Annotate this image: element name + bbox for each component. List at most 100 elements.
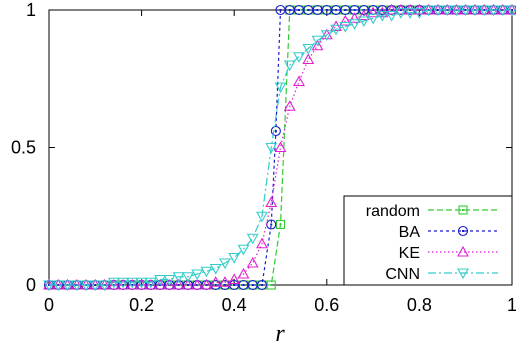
data-point-ba-center <box>316 9 319 11</box>
data-point-ke <box>219 276 231 287</box>
data-point-cnn <box>246 233 259 245</box>
data-point-ke <box>302 53 315 65</box>
data-point-ke <box>237 267 250 279</box>
data-point-cnn <box>219 258 231 270</box>
data-point-cnn <box>367 13 380 25</box>
data-point-cnn <box>441 5 454 17</box>
data-point-ke <box>154 278 167 290</box>
data-point-ba-center <box>344 9 347 11</box>
data-point-cnn <box>274 82 287 94</box>
data-point-ba-center <box>298 9 301 11</box>
data-point-cnn <box>496 5 509 17</box>
x-tick-label: 0 <box>44 295 54 315</box>
data-point-ba-center <box>177 284 180 286</box>
data-point-ke <box>274 141 287 153</box>
data-point-ke <box>413 3 426 15</box>
data-point-cnn <box>98 280 111 292</box>
data-point-ke <box>163 278 176 290</box>
data-point-ke <box>209 276 222 287</box>
data-point-cnn <box>339 21 352 33</box>
data-point-cnn <box>154 274 167 286</box>
data-point-cnn <box>61 280 74 292</box>
data-point-random-center <box>279 223 282 226</box>
x-tick-label: 0.8 <box>407 295 432 315</box>
x-tick-label: 0.4 <box>222 295 247 315</box>
data-point-cnn <box>107 277 120 289</box>
data-point-ba-center <box>372 9 375 11</box>
legend-label-ke: KE <box>399 245 420 262</box>
data-point-ke <box>357 9 370 21</box>
data-point-ba-center <box>409 9 412 11</box>
data-point-ke <box>200 278 213 290</box>
data-point-ke <box>348 12 361 23</box>
data-point-ba-center <box>270 223 273 226</box>
data-point-ke <box>126 278 139 290</box>
data-point-cnn <box>172 272 185 283</box>
data-point-cnn <box>320 30 333 41</box>
data-point-ke <box>144 278 157 290</box>
legend-marker-cnn <box>457 268 469 280</box>
data-point-ke <box>107 278 120 290</box>
legend-label-cnn: CNN <box>385 266 420 283</box>
data-point-ke <box>228 273 241 285</box>
data-point-cnn <box>200 266 213 278</box>
data-point-cnn <box>228 252 241 264</box>
data-point-ba-center <box>242 284 245 286</box>
data-point-ke <box>172 278 185 290</box>
data-point-cnn <box>181 272 194 283</box>
data-point-ba-center <box>251 284 254 286</box>
data-point-ba <box>270 125 281 137</box>
data-point-cnn <box>478 5 491 17</box>
data-point-cnn <box>135 277 148 289</box>
data-point-cnn <box>117 277 130 289</box>
data-point-ke <box>293 75 305 87</box>
data-point-ba-center <box>399 9 402 11</box>
data-point-ba-center <box>335 9 338 11</box>
data-point-cnn <box>376 10 389 22</box>
data-point-ke <box>339 14 352 26</box>
data-point-ba-center <box>353 9 356 11</box>
legend-label-random: random <box>366 203 420 220</box>
data-point-ke <box>135 278 148 290</box>
legend-label-ba: BA <box>399 224 421 241</box>
data-point-ba-center <box>186 284 189 286</box>
data-point-cnn <box>80 280 92 292</box>
legend-marker-ke <box>457 245 469 257</box>
data-point-ba-center <box>464 9 467 11</box>
data-point-ba-center <box>307 9 310 11</box>
data-point-cnn <box>385 10 398 22</box>
data-point-cnn <box>265 142 278 154</box>
data-point-ke <box>367 6 380 18</box>
data-point-cnn <box>209 263 222 275</box>
y-tick-label: 1 <box>26 0 36 20</box>
data-point-ba <box>256 279 268 291</box>
data-point-ba-center <box>233 284 236 286</box>
series-cnn <box>43 5 516 292</box>
data-point-random <box>266 280 276 290</box>
data-point-cnn <box>237 244 250 256</box>
series-layer <box>43 3 516 292</box>
data-point-random <box>275 219 286 230</box>
legend-marker-random-center <box>462 209 464 211</box>
data-point-cnn <box>506 5 516 17</box>
data-point-ke <box>181 278 194 290</box>
data-point-cnn <box>422 5 435 17</box>
data-point-cnn <box>126 277 139 289</box>
data-point-cnn <box>394 8 407 19</box>
data-point-cnn <box>163 274 176 286</box>
data-point-ba-center <box>274 130 277 132</box>
data-point-random-center <box>270 284 273 286</box>
y-tick-label: 0.5 <box>11 138 36 158</box>
data-point-cnn <box>348 19 361 30</box>
data-point-ba-center <box>483 9 486 11</box>
legend: random BA KE CNN <box>343 195 513 286</box>
data-point-ke <box>385 3 398 15</box>
data-point-ke <box>256 237 268 249</box>
data-point-cnn <box>311 35 324 47</box>
legend-marker-ba <box>457 225 469 237</box>
y-tick-label: 0 <box>26 275 36 295</box>
data-point-cnn <box>413 8 426 19</box>
data-point-cnn <box>330 24 342 36</box>
data-point-ba-center <box>223 284 226 286</box>
